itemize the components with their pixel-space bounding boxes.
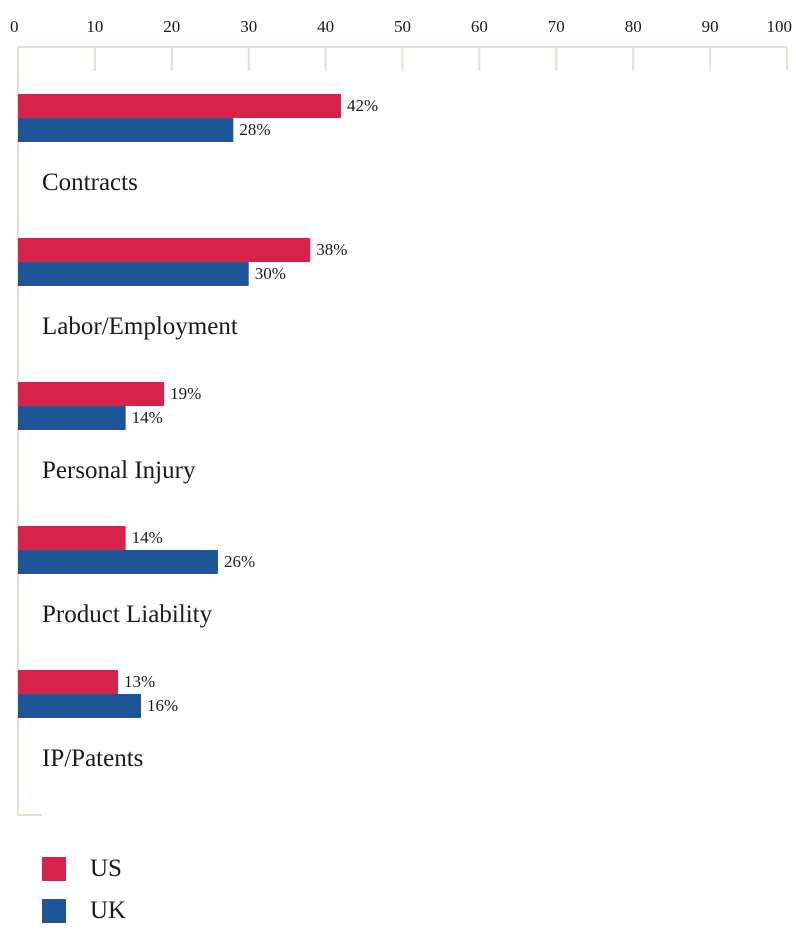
legend-swatch-us [42,857,66,881]
x-tick-label-100: 100 [767,17,793,36]
value-label-uk-0: 28% [239,120,270,139]
bar-us-3 [18,526,126,550]
category-label-2: Personal Injury [42,457,196,484]
bar-uk-4 [18,694,142,718]
x-tick-label-60: 60 [471,17,488,36]
value-label-us-3: 14% [132,528,163,547]
legend-swatch-uk [42,899,66,923]
category-label-4: IP/Patents [42,745,143,772]
category-label-3: Product Liability [42,601,213,628]
category-label-0: Contracts [42,169,138,196]
x-tick-label-0: 0 [10,17,19,36]
x-tick-label-90: 90 [702,17,719,36]
labels: 42% 28% Contracts 38% 30% Labor/Employment 19%… [42,96,378,772]
legend-item-us: US [42,855,126,882]
value-label-us-4: 13% [124,672,155,691]
x-tick-label-80: 80 [625,17,642,36]
x-axis: 0 10 20 30 40 50 60 70 80 90 100 [10,17,793,816]
value-label-uk-3: 26% [224,552,255,571]
value-label-uk-4: 16% [147,696,178,715]
bar-uk-2 [18,406,126,430]
legend-label-uk: UK [90,897,127,924]
bar-us-4 [18,670,118,694]
x-tick-label-40: 40 [317,17,334,36]
x-tick-label-70: 70 [548,17,565,36]
value-label-uk-1: 30% [255,264,286,283]
bar-uk-3 [18,550,218,574]
x-tick-label-10: 10 [86,17,103,36]
bar-us-2 [18,382,165,406]
category-label-1: Labor/Employment [42,313,238,340]
value-label-uk-2: 14% [132,408,163,427]
bar-uk-1 [18,262,249,286]
legend: US UK [42,855,127,940]
value-label-us-1: 38% [316,240,347,259]
bar-us-0 [18,94,341,118]
legend-item-uk: UK [42,897,127,924]
value-label-us-2: 19% [170,384,201,403]
bar-us-1 [18,238,311,262]
value-label-us-0: 42% [347,96,378,115]
x-tick-label-20: 20 [163,17,180,36]
bars [18,94,341,718]
x-tick-label-50: 50 [394,17,411,36]
x-tick-label-30: 30 [240,17,257,36]
legend-label-us: US [90,855,122,882]
bar-uk-0 [18,118,234,142]
